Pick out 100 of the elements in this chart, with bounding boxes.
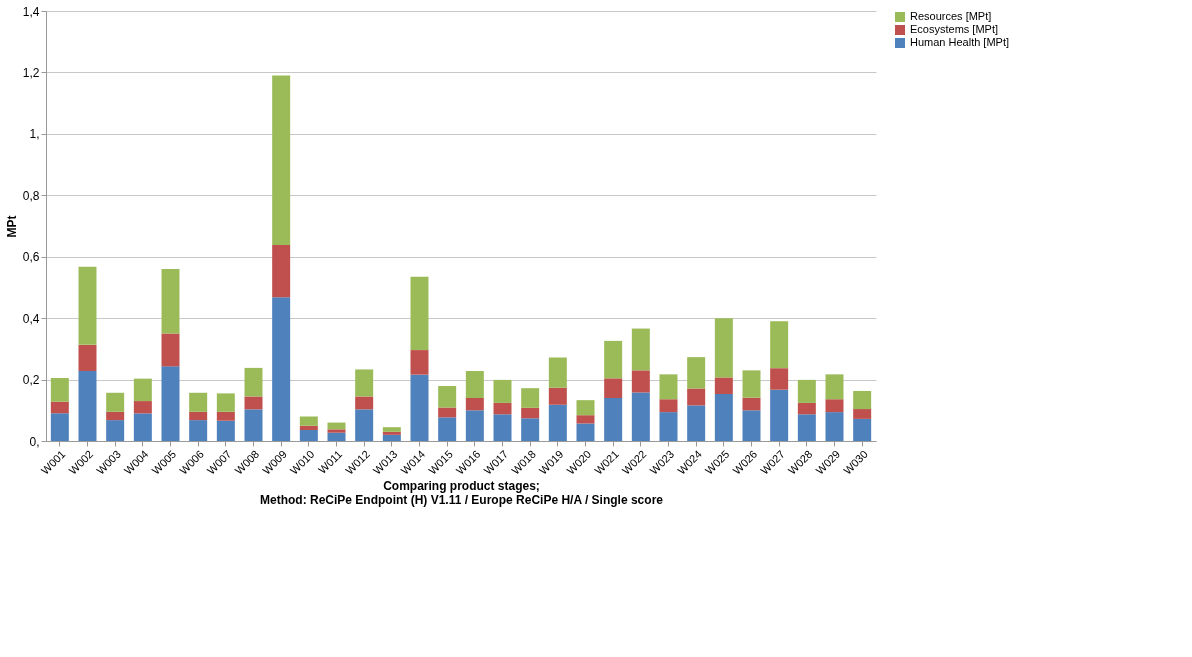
bar [410,350,429,375]
bar [244,367,263,397]
bar [299,425,318,430]
bar [825,374,844,400]
bar [659,374,678,400]
bar [189,420,208,441]
y-tick-label: 1, [29,127,40,142]
y-tick-label: 1,2 [22,65,40,80]
bar [659,412,678,441]
y-tick-label: 1,4 [22,4,40,19]
bar [189,392,208,412]
bar [355,409,374,441]
bar [410,374,429,441]
bar [216,411,235,421]
bar [50,401,69,414]
legend-label: Ecosystems [MPt] [910,23,999,35]
bar [604,378,623,398]
bar [493,402,512,415]
bar [576,415,595,424]
bar [465,410,484,441]
bar [714,377,733,395]
bar [548,404,567,441]
y-tick-label: 0, [29,434,40,449]
bar [272,297,291,441]
bar [631,328,650,371]
bar [106,392,125,412]
bar [493,379,512,403]
bar [687,405,706,441]
bar [714,394,733,441]
bar [548,357,567,388]
bar [382,427,401,432]
bar [78,344,97,371]
y-tick-label: 0,8 [22,188,40,203]
bar [576,423,595,441]
bar [410,276,429,351]
bar [465,370,484,398]
bar [106,420,125,441]
bar [687,388,706,406]
bar [742,410,761,441]
bar [216,393,235,412]
bar [161,366,180,441]
y-axis-title: MPt [4,215,19,238]
bar [272,245,291,298]
bar [604,398,623,441]
legend-label: Resources [MPt] [910,10,992,22]
bar [78,266,97,345]
bar [355,396,374,410]
bar [465,398,484,411]
bar [631,392,650,441]
bar [631,370,650,393]
bar [797,379,816,403]
bar [853,390,872,410]
bar [133,413,152,441]
bar [438,417,457,441]
bar [742,397,761,411]
bar [244,396,263,410]
bar [797,414,816,441]
bar [576,400,595,416]
bar [327,429,346,433]
bar [272,75,291,246]
bar [853,418,872,441]
bar [161,333,180,367]
bar [770,368,789,390]
bar [355,369,374,397]
bar [133,378,152,402]
bar [825,399,844,413]
y-tick-label: 0,6 [22,250,40,265]
bar [659,399,678,413]
bar [161,269,180,334]
bar [687,357,706,389]
legend-label: Human Health [MPt] [910,36,1010,48]
bar [521,418,540,441]
y-tick-label: 0,4 [22,311,40,326]
bar [189,411,208,421]
bar [438,386,457,408]
bar [50,378,69,402]
bar [50,413,69,441]
bar [521,407,540,419]
bar [244,409,263,441]
bar [548,387,567,405]
bar [299,416,318,426]
bar [327,432,346,441]
x-axis-title: Comparing product stages; Method: ReCiPe Endpoint (H) V1.11 / Europe ReCiPe H/A / Single score [260,478,664,507]
bar [853,409,872,419]
bar [797,402,816,415]
bar [825,412,844,441]
bar [604,340,623,379]
bar [714,318,733,378]
bar [382,434,401,441]
bar [742,370,761,398]
bar [78,370,97,441]
bar [770,389,789,441]
bar [770,321,789,369]
y-tick-label: 0,2 [22,373,40,388]
bar [438,407,457,418]
bar [382,431,401,435]
bar [216,420,235,441]
bar [106,411,125,421]
bar [521,388,540,408]
bar [133,401,152,414]
